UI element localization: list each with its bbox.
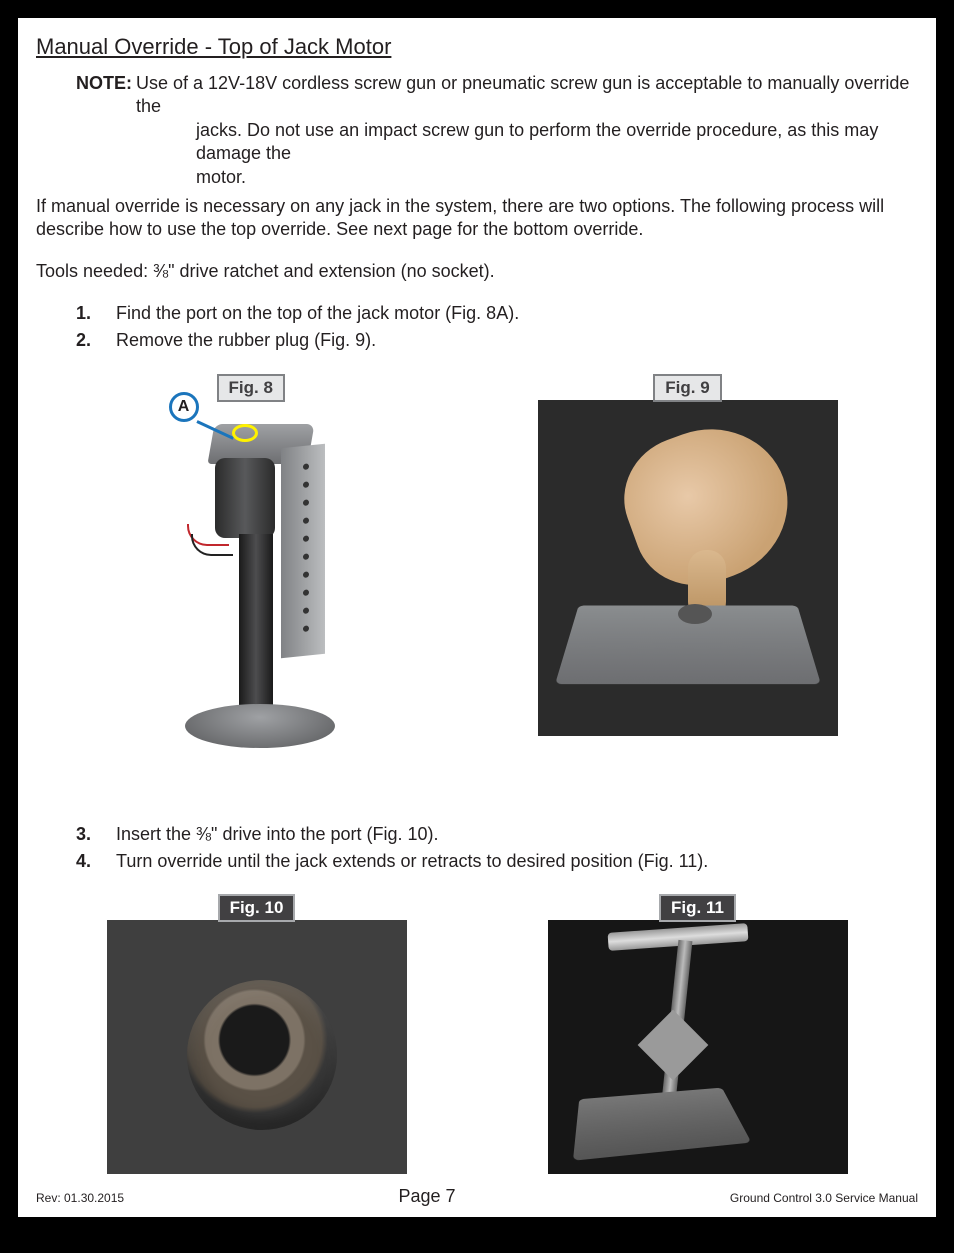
- figure-9: Fig. 9: [538, 374, 838, 736]
- steps-list-a: 1.Find the port on the top of the jack m…: [76, 301, 918, 353]
- figure-11: Fig. 11: [548, 894, 848, 1174]
- note-block: NOTE: Use of a 12V-18V cordless screw gu…: [76, 72, 918, 189]
- step-text: Turn override until the jack extends or …: [116, 849, 708, 874]
- note-line-1: Use of a 12V-18V cordless screw gun or p…: [136, 73, 909, 116]
- step-number: 4.: [76, 849, 116, 874]
- figure-label: Fig. 11: [659, 894, 736, 922]
- page: Manual Override - Top of Jack Motor NOTE…: [18, 18, 936, 1217]
- jack-illustration: [177, 404, 357, 784]
- step-number: 1.: [76, 301, 116, 326]
- page-footer: Rev: 01.30.2015 Page 7 Ground Control 3.…: [36, 1186, 918, 1207]
- figure-label: Fig. 9: [653, 374, 721, 402]
- intro-paragraph: If manual override is necessary on any j…: [36, 195, 918, 242]
- step-text: Find the port on the top of the jack mot…: [116, 301, 519, 326]
- step-item: 1.Find the port on the top of the jack m…: [76, 301, 918, 326]
- footer-doc-title: Ground Control 3.0 Service Manual: [730, 1191, 918, 1205]
- note-line-3: motor.: [196, 166, 918, 189]
- note-label: NOTE:: [76, 72, 132, 189]
- tools-needed: Tools needed: ⅜" drive ratchet and exten…: [36, 260, 918, 283]
- step-text: Insert the ⅜" drive into the port (Fig. …: [116, 822, 439, 847]
- step-item: 4.Turn override until the jack extends o…: [76, 849, 918, 874]
- highlight-ring-icon: [232, 424, 258, 442]
- footer-page-number: Page 7: [398, 1186, 455, 1207]
- figure-label: Fig. 8: [217, 374, 285, 402]
- note-line-2: jacks. Do not use an impact screw gun to…: [196, 119, 918, 166]
- figure-8: Fig. 8 A: [117, 374, 377, 794]
- figure-row-2: Fig. 10 Fig. 11: [36, 894, 918, 1174]
- figure-11-photo: [548, 920, 848, 1174]
- step-item: 3.Insert the ⅜" drive into the port (Fig…: [76, 822, 918, 847]
- step-number: 3.: [76, 822, 116, 847]
- callout-a-icon: A: [169, 392, 199, 422]
- figure-10-photo: [107, 920, 407, 1174]
- footer-revision: Rev: 01.30.2015: [36, 1191, 124, 1205]
- step-number: 2.: [76, 328, 116, 353]
- note-text: Use of a 12V-18V cordless screw gun or p…: [136, 72, 918, 189]
- figure-row-1: Fig. 8 A: [36, 374, 918, 794]
- step-item: 2.Remove the rubber plug (Fig. 9).: [76, 328, 918, 353]
- step-text: Remove the rubber plug (Fig. 9).: [116, 328, 376, 353]
- steps-list-b: 3.Insert the ⅜" drive into the port (Fig…: [76, 822, 918, 874]
- figure-10: Fig. 10: [107, 894, 407, 1174]
- section-heading: Manual Override - Top of Jack Motor: [36, 34, 918, 60]
- figure-9-photo: [538, 400, 838, 736]
- figure-label: Fig. 10: [218, 894, 296, 922]
